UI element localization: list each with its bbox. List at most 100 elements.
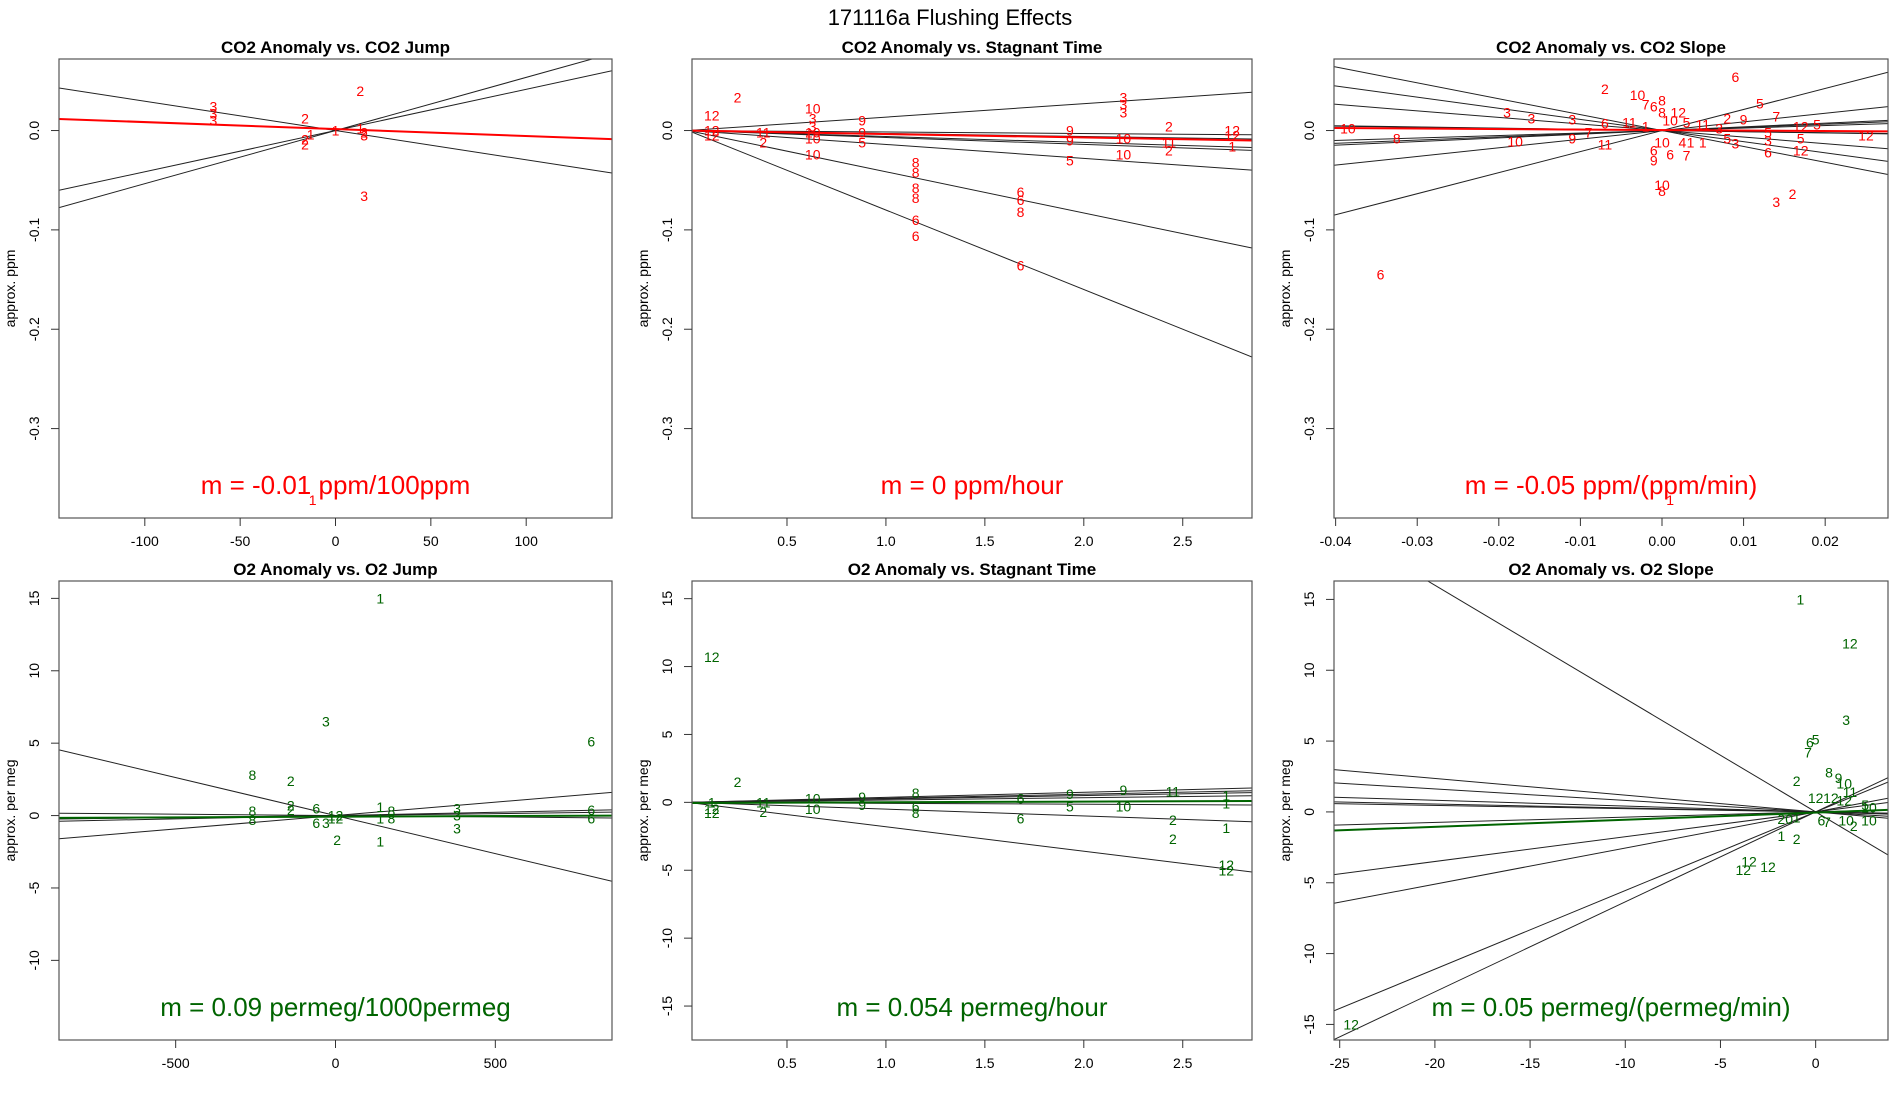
y-axis-label: approx. ppm bbox=[2, 250, 18, 328]
data-point-label: 7 bbox=[1585, 125, 1593, 141]
data-point-label: 2 bbox=[759, 804, 767, 820]
data-point-label: 8 bbox=[912, 190, 920, 206]
data-point-label: 12 bbox=[1343, 1016, 1359, 1032]
data-point-label: 12 bbox=[1808, 790, 1824, 806]
x-tick-label: 0.01 bbox=[1730, 533, 1757, 549]
data-point-label: 12 bbox=[704, 108, 720, 124]
data-point-label: 2 bbox=[1165, 119, 1173, 135]
data-point-label: 9 bbox=[858, 125, 866, 141]
data-point-label: 6 bbox=[587, 734, 595, 750]
group-fit-line bbox=[1334, 782, 1888, 817]
data-point-label: 6 bbox=[312, 800, 320, 816]
data-point-label: 6 bbox=[587, 802, 595, 818]
data-point-label: 3 bbox=[1842, 712, 1850, 728]
panel-title: O2 Anomaly vs. O2 Slope bbox=[1508, 560, 1713, 579]
plot-frame bbox=[691, 58, 1253, 519]
data-point-label: 1 bbox=[1793, 810, 1801, 826]
data-point-label: 2 bbox=[360, 125, 368, 141]
x-tick-label: -20 bbox=[1425, 1055, 1445, 1071]
y-tick-label: -5 bbox=[659, 864, 675, 877]
data-point-label: 2 bbox=[734, 90, 742, 106]
x-tick-label: 50 bbox=[423, 533, 439, 549]
data-point-label: 2 bbox=[287, 802, 295, 818]
data-point-label: 2 bbox=[287, 773, 295, 789]
data-point-label: 9 bbox=[858, 789, 866, 805]
data-point-label: 3 bbox=[453, 821, 461, 837]
panel-title: O2 Anomaly vs. Stagnant Time bbox=[848, 560, 1096, 579]
data-point-label: 6 bbox=[1732, 69, 1740, 85]
slope-annotation: m = 0.09 permeg/1000permeg bbox=[160, 992, 511, 1022]
x-tick-label: 0.5 bbox=[777, 1055, 797, 1071]
y-tick-label: -0.1 bbox=[659, 218, 675, 242]
data-point-label: 12 bbox=[1736, 862, 1752, 878]
data-point-label: 2 bbox=[1165, 142, 1173, 158]
x-tick-label: 0 bbox=[1812, 1055, 1820, 1071]
y-tick-label: 5 bbox=[1301, 737, 1317, 745]
data-point-label: 8 bbox=[912, 154, 920, 170]
group-fit-line bbox=[692, 131, 1252, 358]
overall-fit-line bbox=[692, 129, 1252, 142]
data-point-label: 10 bbox=[1654, 177, 1670, 193]
y-tick-label: -0.1 bbox=[1301, 218, 1317, 242]
x-tick-label: 0.5 bbox=[777, 533, 797, 549]
data-point-label: 3 bbox=[1503, 105, 1511, 121]
y-tick-label: 10 bbox=[1301, 662, 1317, 678]
y-tick-label: -0.2 bbox=[26, 317, 42, 341]
data-point-label: 3 bbox=[360, 128, 368, 144]
data-point-label: 3 bbox=[1528, 111, 1536, 127]
y-axis-label: approx. ppm bbox=[635, 250, 651, 328]
data-point-label: 3 bbox=[210, 113, 218, 129]
data-point-label: 2 bbox=[1793, 831, 1801, 847]
data-point-label: 8 bbox=[912, 805, 920, 821]
data-point-label: 1 bbox=[1666, 492, 1674, 508]
y-tick-label: -0.2 bbox=[659, 317, 675, 341]
x-tick-label: 0.00 bbox=[1648, 533, 1675, 549]
data-point-label: 12 bbox=[1823, 790, 1839, 806]
data-point-label: 1 bbox=[309, 492, 317, 508]
data-point-label: 5 bbox=[1683, 115, 1691, 131]
data-point-label: 10 bbox=[805, 801, 821, 817]
plot-frame bbox=[1333, 580, 1889, 1041]
data-point-label: 10 bbox=[1838, 812, 1854, 828]
group-fit-line bbox=[692, 795, 1252, 803]
plot-area: 136822266312122181813338866 bbox=[59, 590, 612, 882]
data-point-label: 1 bbox=[1797, 591, 1805, 607]
data-point-label: 5 bbox=[1764, 125, 1772, 141]
group-fit-line bbox=[1334, 777, 1888, 1040]
data-point-label: 5 bbox=[858, 134, 866, 150]
y-tick-label: 5 bbox=[659, 730, 675, 738]
data-point-label: 12 bbox=[1793, 142, 1809, 158]
data-point-label: 2 bbox=[1789, 186, 1797, 202]
y-axis-label: approx. per meg bbox=[1277, 760, 1293, 862]
data-point-label: 1 bbox=[1222, 820, 1230, 836]
y-tick-label: -10 bbox=[659, 928, 675, 948]
data-point-label: 8 bbox=[1658, 105, 1666, 121]
y-tick-label: -0.2 bbox=[1301, 317, 1317, 341]
data-point-label: 6 bbox=[912, 798, 920, 814]
data-point-label: 5 bbox=[1797, 130, 1805, 146]
overall-fit-line bbox=[692, 799, 1252, 805]
y-tick-label: -15 bbox=[1301, 1014, 1317, 1034]
data-point-label: 6 bbox=[1017, 192, 1025, 208]
x-tick-label: 1.5 bbox=[975, 1055, 995, 1071]
data-point-label: 8 bbox=[1658, 93, 1666, 109]
data-point-label: 1 bbox=[376, 799, 384, 815]
data-point-label: 7 bbox=[1683, 147, 1691, 163]
y-tick-label: 0.0 bbox=[26, 121, 42, 141]
data-point-label: 2 bbox=[301, 111, 309, 127]
overall-fit-line bbox=[1334, 127, 1888, 133]
data-point-label: 7 bbox=[1772, 109, 1780, 125]
data-point-label: 2 bbox=[1601, 81, 1609, 97]
group-fit-line bbox=[1334, 119, 1888, 146]
data-point-label: 10 bbox=[805, 146, 821, 162]
data-point-label: 2 bbox=[759, 134, 767, 150]
group-fit-line bbox=[1334, 797, 1888, 904]
y-tick-label: -10 bbox=[26, 950, 42, 970]
plot-area: 12211212112101099868669591011221111212 bbox=[692, 649, 1252, 878]
data-point-label: 1 bbox=[376, 590, 384, 606]
